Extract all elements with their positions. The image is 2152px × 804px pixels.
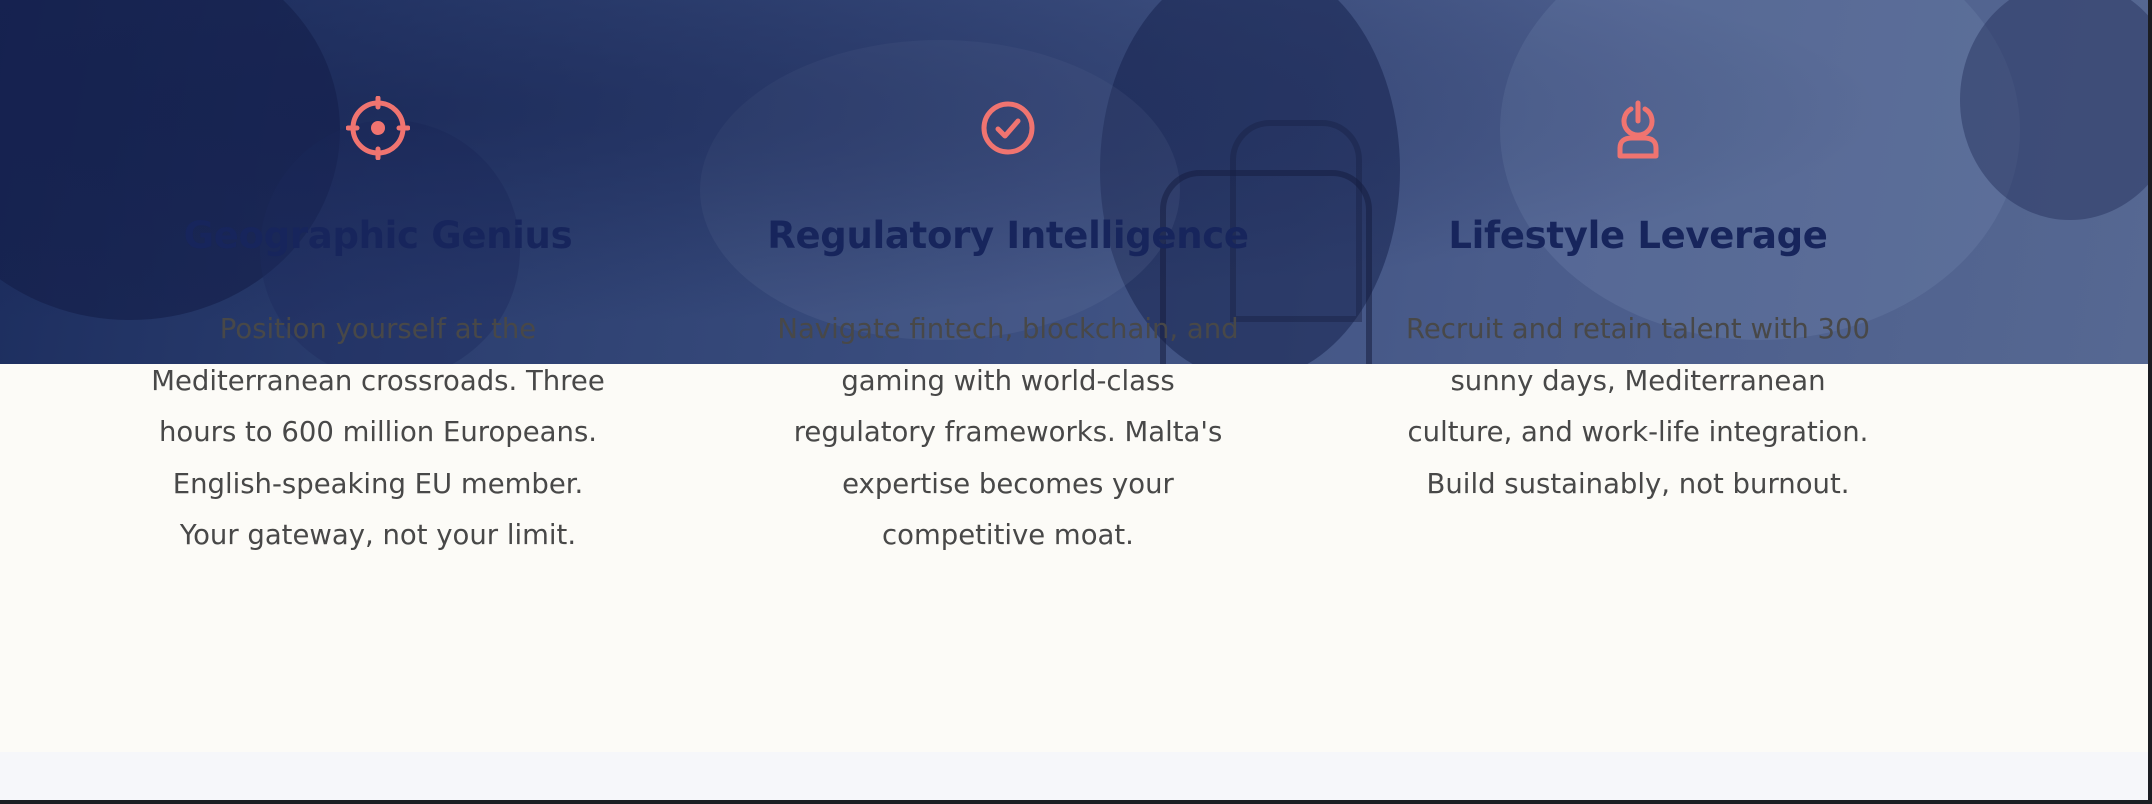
check-circle-icon: [976, 96, 1040, 160]
feature-description-line: hours to 600 million Europeans.: [158, 416, 598, 448]
feature-description-line: sunny days, Mediterranean: [1450, 364, 1826, 397]
feature-description-line: Mediterranean crossroads. Three: [151, 364, 605, 397]
feature-description-line: Recruit and retain talent with 300: [1405, 313, 1871, 345]
feature-description: Position yourself at the Mediterranean c…: [128, 304, 628, 562]
feature-description-line: Your gateway, not your limit.: [179, 519, 577, 551]
feature-description-line: gaming with world-class: [841, 364, 1175, 397]
feature-description-line: Build sustainably, not burnout.: [1426, 467, 1850, 500]
target-icon: [346, 96, 410, 160]
feature-description-line: culture, and work-life integration.: [1407, 416, 1869, 448]
next-section-edge: [0, 752, 2148, 800]
feature-description-line: Navigate fintech, blockchain, and: [777, 313, 1239, 345]
window-edge: [2148, 0, 2152, 804]
feature-title: Geographic Genius: [183, 214, 573, 257]
feature-description: Navigate fintech, blockchain, and gaming…: [758, 304, 1258, 562]
feature-description-line: expertise becomes your: [842, 467, 1174, 500]
hero-overlay: [0, 0, 2148, 364]
feature-card-regulatory: Regulatory Intelligence Navigate fintech…: [758, 96, 1258, 551]
feature-title: Lifestyle Leverage: [1448, 214, 1828, 257]
feature-card-lifestyle: Lifestyle Leverage Recruit and retain ta…: [1388, 96, 1888, 500]
feature-card-geographic: Geographic Genius Position yourself at t…: [128, 96, 628, 551]
feature-description-line: competitive moat.: [882, 519, 1134, 551]
user-power-icon: [1606, 96, 1670, 160]
feature-description-line: English-speaking EU member.: [172, 467, 584, 500]
hero-background-image: [0, 0, 2148, 364]
feature-description: Recruit and retain talent with 300 sunny…: [1388, 304, 1888, 510]
features-section: Geographic Genius Position yourself at t…: [128, 96, 1888, 551]
feature-description-line: regulatory frameworks. Malta's: [793, 416, 1223, 448]
feature-description-line: Position yourself at the: [219, 313, 537, 345]
feature-title: Regulatory Intelligence: [767, 214, 1249, 257]
